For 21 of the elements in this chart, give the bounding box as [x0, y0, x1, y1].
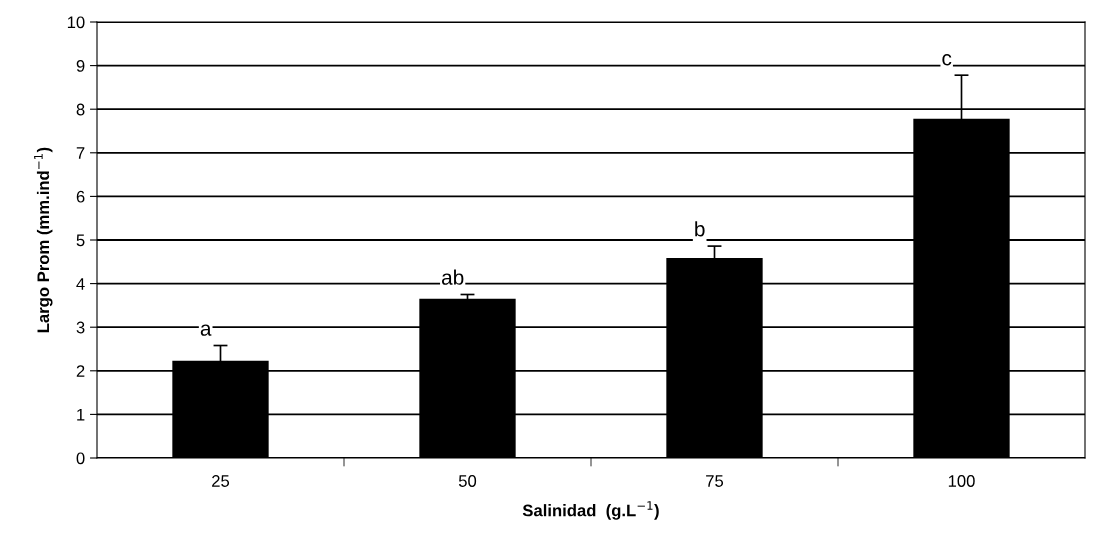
y-tick-label: 6 [76, 190, 85, 203]
y-tick-label: 0 [76, 452, 85, 465]
x-tick-label: 100 [948, 475, 975, 487]
y-tick-label: 2 [76, 365, 85, 377]
y-tick-label: 3 [76, 321, 85, 334]
annotation: c [942, 54, 952, 66]
y-tick-label: 10 [67, 16, 85, 29]
y-tick-label: 1 [77, 408, 85, 421]
x-axis-title: Salinidad (g.L$^{−1}$) [522, 501, 659, 520]
y-tick-label: 5 [76, 234, 85, 247]
x-tick-label: 75 [706, 475, 724, 487]
y-tick-label: 4 [76, 278, 85, 290]
annotation: b [695, 221, 705, 237]
y-tick-label: 8 [76, 103, 85, 116]
x-tick-label: 50 [458, 475, 477, 487]
annotation: ab [441, 269, 464, 285]
y-tick-label: 7 [76, 147, 85, 159]
y-axis-title: Largo Prom (mm.ind$^{−1}$) [34, 147, 53, 333]
x-tick-label: 25 [212, 475, 230, 487]
y-tick-label: 9 [76, 60, 85, 72]
annotation: a [200, 324, 212, 336]
